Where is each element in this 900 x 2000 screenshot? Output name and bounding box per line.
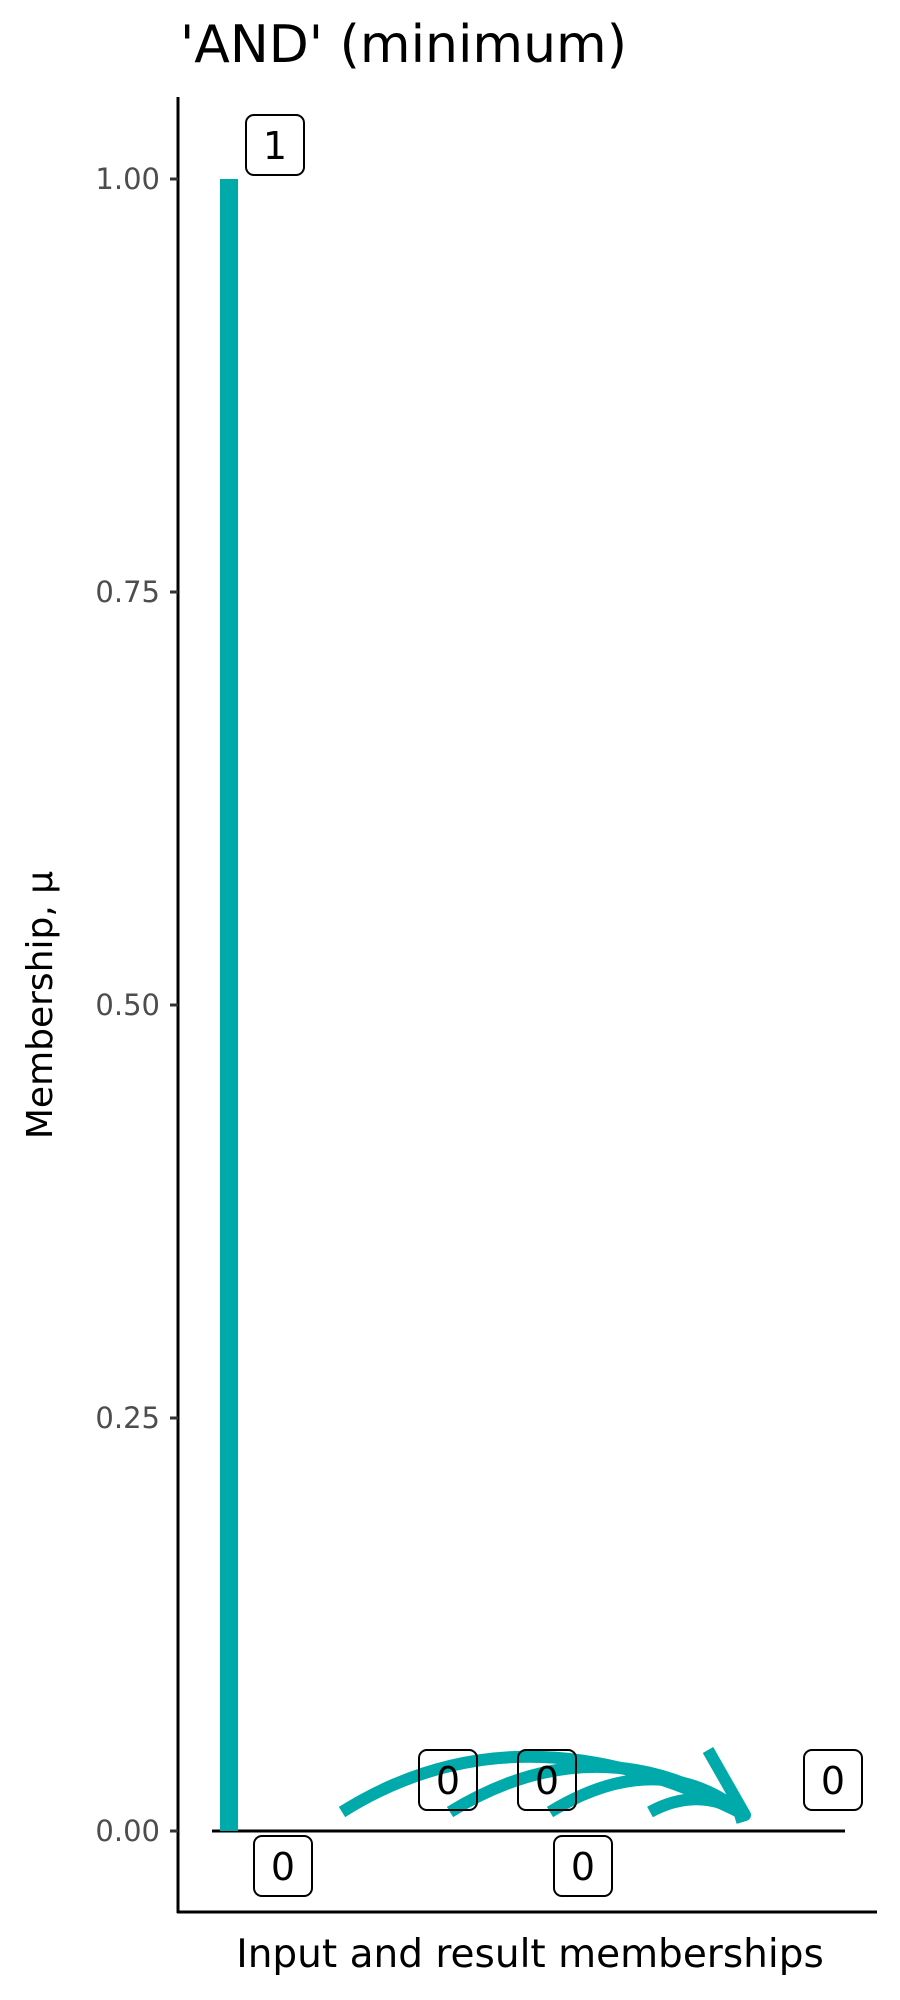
value-label-box xyxy=(553,1835,613,1897)
value-label-box xyxy=(418,1749,478,1811)
value-label-text: 0 xyxy=(821,1759,845,1803)
value-label-box xyxy=(517,1749,577,1811)
value-label: 0 xyxy=(418,1749,478,1811)
value-label-text: 0 xyxy=(271,1845,295,1889)
value-label-box xyxy=(253,1835,313,1897)
value-label: 0 xyxy=(803,1749,863,1811)
value-label-text: 0 xyxy=(535,1759,559,1803)
arrow-head xyxy=(702,1747,751,1824)
x-axis-label: Input and result memberships xyxy=(236,1932,824,1977)
y-axis-label: Membership, μ xyxy=(20,871,61,1139)
value-label-text: 1 xyxy=(263,124,287,168)
value-label: 0 xyxy=(517,1749,577,1811)
chart-title: 'AND' (minimum) xyxy=(180,15,627,75)
y-tick-label: 0.75 xyxy=(95,575,160,609)
value-label-box xyxy=(245,114,305,176)
y-tick-label: 1.00 xyxy=(95,162,160,196)
value-label-box xyxy=(803,1749,863,1811)
value-label: 0 xyxy=(553,1835,613,1897)
y-tick-label: 0.00 xyxy=(95,1814,160,1848)
value-label-text: 0 xyxy=(571,1845,595,1889)
value-label: 1 xyxy=(245,114,305,176)
value-label: 0 xyxy=(253,1835,313,1897)
y-tick-label: 0.25 xyxy=(95,1401,160,1435)
y-tick-label: 0.50 xyxy=(95,988,160,1022)
value-label-text: 0 xyxy=(436,1759,460,1803)
